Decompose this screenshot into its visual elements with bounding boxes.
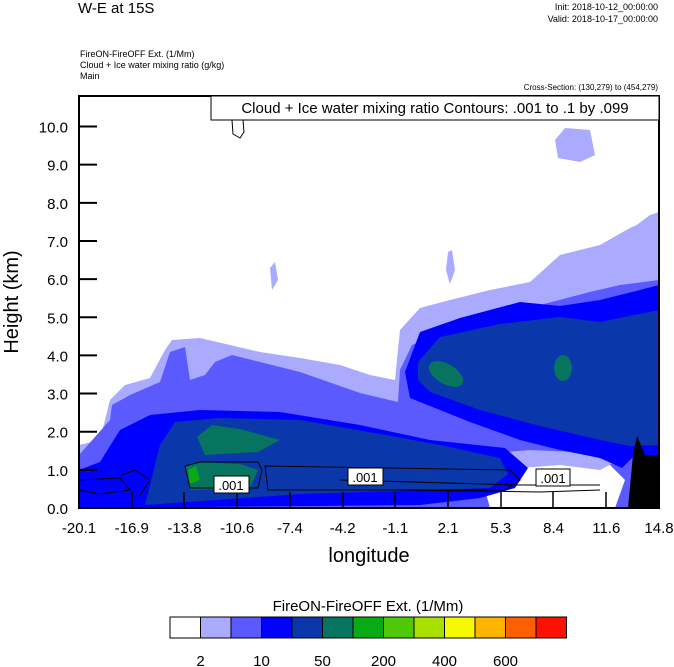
level-6 bbox=[554, 355, 572, 381]
y-tick-label: 10.0 bbox=[39, 120, 68, 137]
cross-section-label: Cross-Section: (130,279) to (454,279) bbox=[523, 83, 658, 92]
subtitle-2: Cloud + Ice water mixing ratio (g/kg) bbox=[80, 60, 225, 70]
colorbar-swatch bbox=[230, 616, 262, 639]
level-5 bbox=[418, 310, 659, 446]
colorbar-swatch bbox=[261, 616, 293, 639]
y-tick-label: 0.0 bbox=[47, 501, 68, 518]
x-tick-label: 8.4 bbox=[543, 520, 564, 537]
contour-lines bbox=[79, 119, 601, 496]
y-tick-label: 7.0 bbox=[47, 234, 68, 251]
y-tick-label: 3.0 bbox=[47, 387, 68, 404]
field-fill bbox=[79, 119, 659, 508]
colorbar-swatch bbox=[535, 616, 567, 639]
colorbar-swatch bbox=[505, 616, 537, 639]
x-tick-label: -16.9 bbox=[115, 520, 149, 537]
contour-label-2: .001 bbox=[347, 467, 384, 486]
x-axis: -20.1 -16.9 -13.8 -10.6 -7.4 -4.2 -1.1 2.1 5.3 8.… bbox=[62, 520, 674, 537]
svg-text:.001: .001 bbox=[218, 478, 243, 493]
x-tick-label: -4.2 bbox=[330, 520, 356, 537]
terrain bbox=[628, 436, 659, 508]
valid-time: Valid: 2018-10-17_00:00:00 bbox=[547, 14, 658, 24]
y-tick-label: 9.0 bbox=[47, 158, 68, 175]
level-2-patch bbox=[630, 212, 659, 270]
level-7 bbox=[188, 466, 200, 484]
colorbar-swatch bbox=[322, 616, 354, 639]
y-tick-label: 2.0 bbox=[47, 425, 68, 442]
colorbar-title: FireON-FireOFF Ext. (1/Mm) bbox=[273, 598, 464, 615]
colorbar-label: 2 bbox=[196, 653, 204, 667]
x-axis-label: longitude bbox=[328, 545, 409, 567]
x-tick-label: -1.1 bbox=[382, 520, 408, 537]
plot-title: W-E at 15S bbox=[78, 0, 155, 17]
contour-label-3: .001 bbox=[535, 468, 571, 487]
y-tick-label: 1.0 bbox=[47, 463, 68, 480]
y-axis: 0.0 1.0 2.0 3.0 4.0 5.0 6.0 7.0 8.0 9.0 10.0 bbox=[39, 120, 97, 518]
colorbar-swatch bbox=[444, 616, 476, 639]
x-tick-label: -13.8 bbox=[167, 520, 201, 537]
level-6 bbox=[197, 425, 280, 455]
y-tick-label: 8.0 bbox=[47, 196, 68, 213]
subtitle-3: Main bbox=[80, 71, 100, 81]
colorbar-label: 50 bbox=[314, 653, 331, 667]
colorbar-label: 200 bbox=[371, 653, 396, 667]
level-6 bbox=[428, 361, 464, 387]
x-tick-label: 11.6 bbox=[592, 520, 620, 537]
colorbar-label: 10 bbox=[253, 653, 270, 667]
contour-info-box: Cloud + Ice water mixing ratio Contours:… bbox=[210, 95, 660, 121]
colorbar-swatch bbox=[383, 616, 415, 639]
level-2-patch bbox=[446, 250, 455, 284]
colorbar-swatch bbox=[413, 616, 445, 639]
colorbar: 2 10 50 200 400 600 bbox=[169, 616, 567, 667]
level-2-patch bbox=[270, 262, 278, 290]
svg-text:Cloud + Ice water mixing ratio: Cloud + Ice water mixing ratio Contours:… bbox=[241, 100, 628, 117]
colorbar-swatch bbox=[352, 616, 384, 639]
svg-text:.001: .001 bbox=[540, 471, 565, 486]
colorbar-swatch bbox=[474, 616, 506, 639]
svg-text:.001: .001 bbox=[352, 470, 377, 485]
init-time: Init: 2018-10-12_00:00:00 bbox=[554, 2, 658, 12]
x-tick-label: 14.8 bbox=[644, 520, 673, 537]
y-tick-label: 4.0 bbox=[47, 348, 68, 365]
colorbar-swatch bbox=[169, 616, 201, 639]
colorbar-swatch bbox=[200, 616, 232, 639]
x-tick-label: 5.3 bbox=[490, 520, 511, 537]
y-axis-label: Height (km) bbox=[1, 250, 23, 353]
colorbar-label: 600 bbox=[493, 653, 518, 667]
contour-label-1: .001 bbox=[213, 475, 250, 494]
x-tick-label: -20.1 bbox=[62, 520, 96, 537]
surface-ticks bbox=[131, 492, 607, 508]
y-tick-label: 5.0 bbox=[47, 310, 68, 327]
y-tick-label: 6.0 bbox=[47, 272, 68, 289]
level-2-patch bbox=[555, 128, 595, 162]
x-tick-label: -7.4 bbox=[277, 520, 303, 537]
x-tick-label: 2.1 bbox=[438, 520, 459, 537]
colorbar-label: 400 bbox=[432, 653, 457, 667]
x-tick-label: -10.6 bbox=[220, 520, 254, 537]
colorbar-swatch bbox=[291, 616, 323, 639]
subtitle-1: FireON-FireOFF Ext. (1/Mm) bbox=[80, 49, 195, 59]
